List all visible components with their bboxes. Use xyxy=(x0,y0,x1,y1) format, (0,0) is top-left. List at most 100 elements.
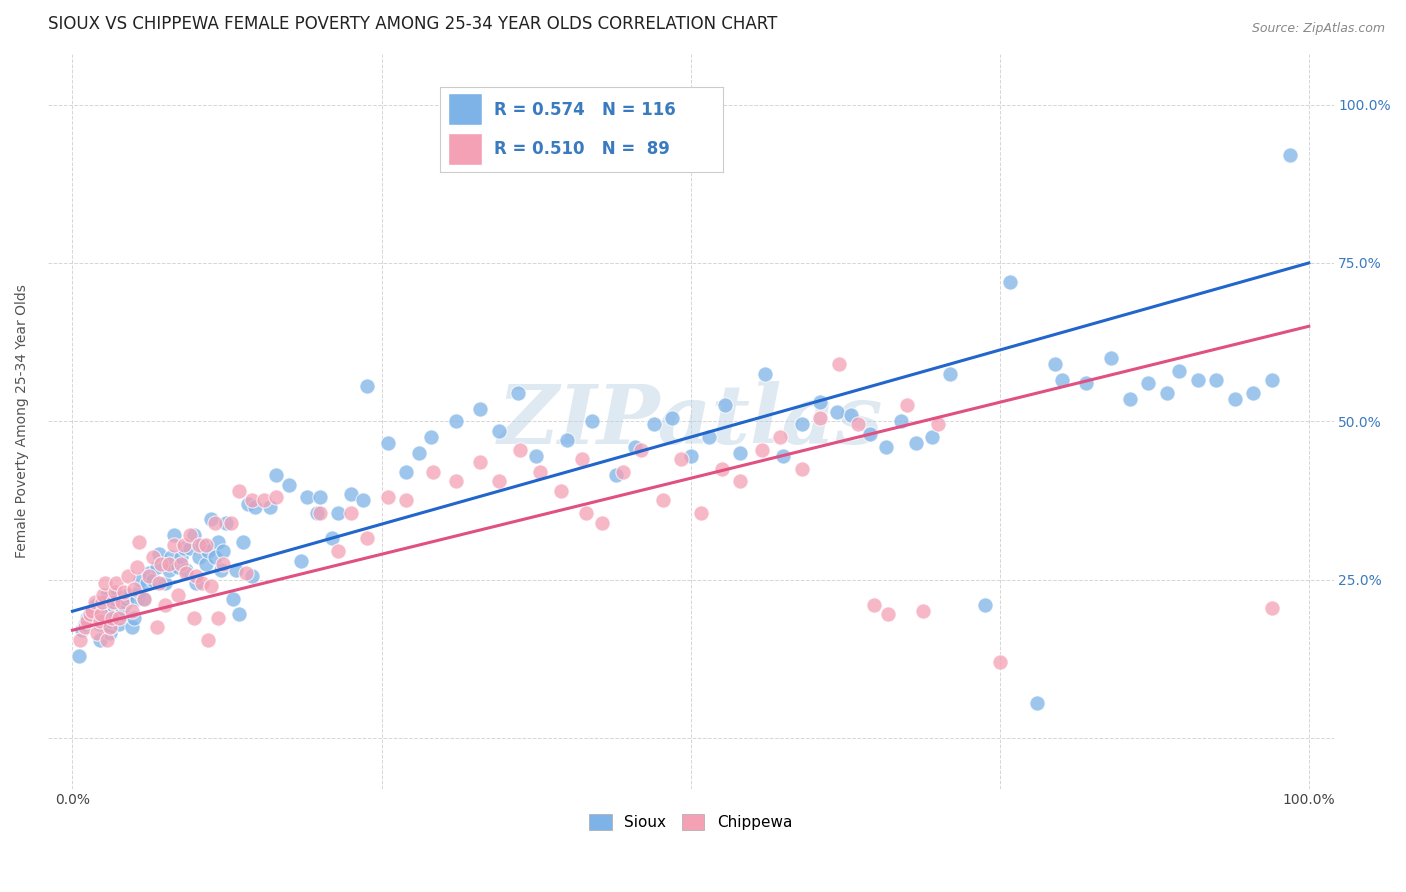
Point xyxy=(998,275,1021,289)
Point xyxy=(121,620,143,634)
Point xyxy=(98,620,121,634)
Point xyxy=(240,493,263,508)
Point xyxy=(124,610,146,624)
Point xyxy=(91,595,114,609)
Point xyxy=(652,493,675,508)
Point xyxy=(98,620,121,634)
Point xyxy=(200,579,222,593)
Point xyxy=(179,541,201,555)
Point xyxy=(574,506,596,520)
Point xyxy=(352,493,374,508)
Point xyxy=(157,557,180,571)
Point xyxy=(83,595,105,609)
Point xyxy=(134,591,156,606)
Point xyxy=(571,452,593,467)
Point xyxy=(1076,376,1098,391)
Point xyxy=(1050,373,1073,387)
Point xyxy=(145,560,167,574)
Point xyxy=(488,424,510,438)
Point xyxy=(509,442,531,457)
Point xyxy=(96,591,118,606)
Point xyxy=(117,569,139,583)
Point xyxy=(321,532,343,546)
Point xyxy=(94,595,117,609)
Point xyxy=(1156,385,1178,400)
Point xyxy=(128,534,150,549)
Point xyxy=(160,550,183,565)
Point xyxy=(240,569,263,583)
Point xyxy=(1205,373,1227,387)
Point xyxy=(153,598,176,612)
Point xyxy=(104,575,127,590)
Point xyxy=(207,534,229,549)
Point xyxy=(117,588,139,602)
Point xyxy=(228,607,250,622)
Point xyxy=(1279,148,1302,162)
Point xyxy=(988,655,1011,669)
Point xyxy=(1260,601,1282,615)
Text: SIOUX VS CHIPPEWA FEMALE POVERTY AMONG 25-34 YEAR OLDS CORRELATION CHART: SIOUX VS CHIPPEWA FEMALE POVERTY AMONG 2… xyxy=(48,15,778,33)
Point xyxy=(810,411,832,425)
Point xyxy=(82,604,104,618)
Point xyxy=(173,538,195,552)
Point xyxy=(174,563,197,577)
Point xyxy=(395,493,418,508)
Point xyxy=(769,430,792,444)
Point xyxy=(308,490,330,504)
Point xyxy=(138,569,160,583)
Point xyxy=(108,616,131,631)
Point xyxy=(790,462,813,476)
Point xyxy=(191,575,214,590)
Point xyxy=(83,601,105,615)
Point xyxy=(356,532,378,546)
Point xyxy=(195,557,218,571)
Point xyxy=(529,465,551,479)
Point xyxy=(506,385,529,400)
Point xyxy=(89,632,111,647)
Point xyxy=(710,462,733,476)
Point xyxy=(142,573,165,587)
Point xyxy=(828,357,851,371)
Point xyxy=(98,626,121,640)
Point xyxy=(790,417,813,432)
Point xyxy=(266,490,288,504)
Point xyxy=(103,591,125,606)
Point xyxy=(689,506,711,520)
Point xyxy=(624,440,647,454)
Point xyxy=(111,601,134,615)
Point xyxy=(93,588,115,602)
Point xyxy=(129,573,152,587)
Point xyxy=(841,408,863,422)
Point xyxy=(73,616,96,631)
Point xyxy=(277,477,299,491)
Point xyxy=(148,547,170,561)
Point xyxy=(148,575,170,590)
Point xyxy=(408,446,430,460)
Point xyxy=(204,550,226,565)
Point xyxy=(187,550,209,565)
Point xyxy=(184,569,207,583)
Point xyxy=(93,598,115,612)
Point xyxy=(207,610,229,624)
Point xyxy=(135,575,157,590)
Point xyxy=(825,405,848,419)
Point xyxy=(259,500,281,514)
Point xyxy=(307,506,329,520)
Point xyxy=(101,604,124,618)
Point xyxy=(145,620,167,634)
Point xyxy=(290,553,312,567)
Point xyxy=(121,604,143,618)
Point xyxy=(76,614,98,628)
Point xyxy=(91,607,114,622)
Point xyxy=(84,598,107,612)
Point xyxy=(93,575,115,590)
Point xyxy=(328,544,350,558)
Point xyxy=(630,442,652,457)
Point xyxy=(444,414,467,428)
Point xyxy=(150,557,173,571)
Point xyxy=(875,440,897,454)
Point xyxy=(179,528,201,542)
Point xyxy=(89,614,111,628)
Point xyxy=(328,506,350,520)
Point xyxy=(103,595,125,609)
